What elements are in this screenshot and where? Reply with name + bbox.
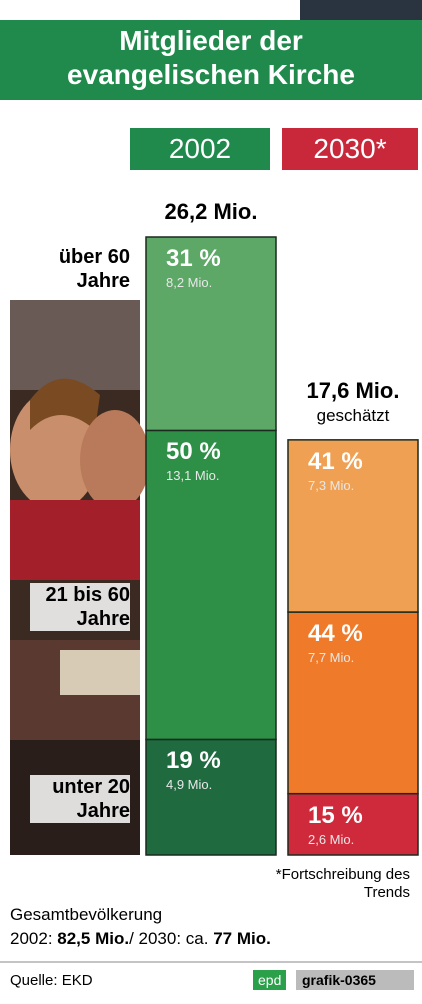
photo-strip (300, 0, 422, 20)
value-label: 13,1 Mio. (166, 468, 219, 483)
value-label: 4,9 Mio. (166, 777, 212, 792)
total-label: 17,6 Mio. (278, 378, 422, 404)
year-label: 2030* (313, 133, 386, 164)
value-label: 7,7 Mio. (308, 650, 354, 665)
population-run: 82,5 Mio. (57, 929, 129, 948)
age-label: unter 20 Jahre (30, 775, 130, 823)
age-label: 21 bis 60 Jahre (30, 583, 130, 631)
photo (10, 300, 150, 855)
value-label: 2,6 Mio. (308, 832, 354, 847)
population-run: / 2030: ca. (129, 929, 213, 948)
percent-label: 31 % (166, 245, 221, 273)
population-run: 77 Mio. (213, 929, 271, 948)
age-label: über 60 Jahre (30, 245, 130, 293)
estimate-note: geschätzt (288, 406, 418, 426)
infographic: 2002 2030* Mitglieder der evangelischen K… (0, 0, 422, 1004)
graphic-id: grafik-0365 (296, 970, 414, 990)
source: Quelle: EKD (10, 972, 93, 989)
population-line: 2002: 82,5 Mio./ 2030: ca. 77 Mio. (10, 929, 271, 949)
population-run: 2002: (10, 929, 57, 948)
population-title: Gesamtbevölkerung (10, 905, 162, 925)
chart-title: Mitglieder der evangelischen Kirche (0, 24, 422, 92)
chart: 2002 2030* (0, 0, 422, 1004)
footnote: *Fortschreibung des Trends (260, 866, 410, 902)
percent-label: 15 % (308, 802, 363, 830)
total-label: 26,2 Mio. (136, 199, 286, 225)
value-label: 7,3 Mio. (308, 478, 354, 493)
percent-label: 41 % (308, 448, 363, 476)
percent-label: 44 % (308, 620, 363, 648)
badge: epd (253, 970, 286, 990)
year-label: 2002 (169, 133, 231, 164)
percent-label: 50 % (166, 438, 221, 466)
value-label: 8,2 Mio. (166, 275, 212, 290)
percent-label: 19 % (166, 747, 221, 775)
